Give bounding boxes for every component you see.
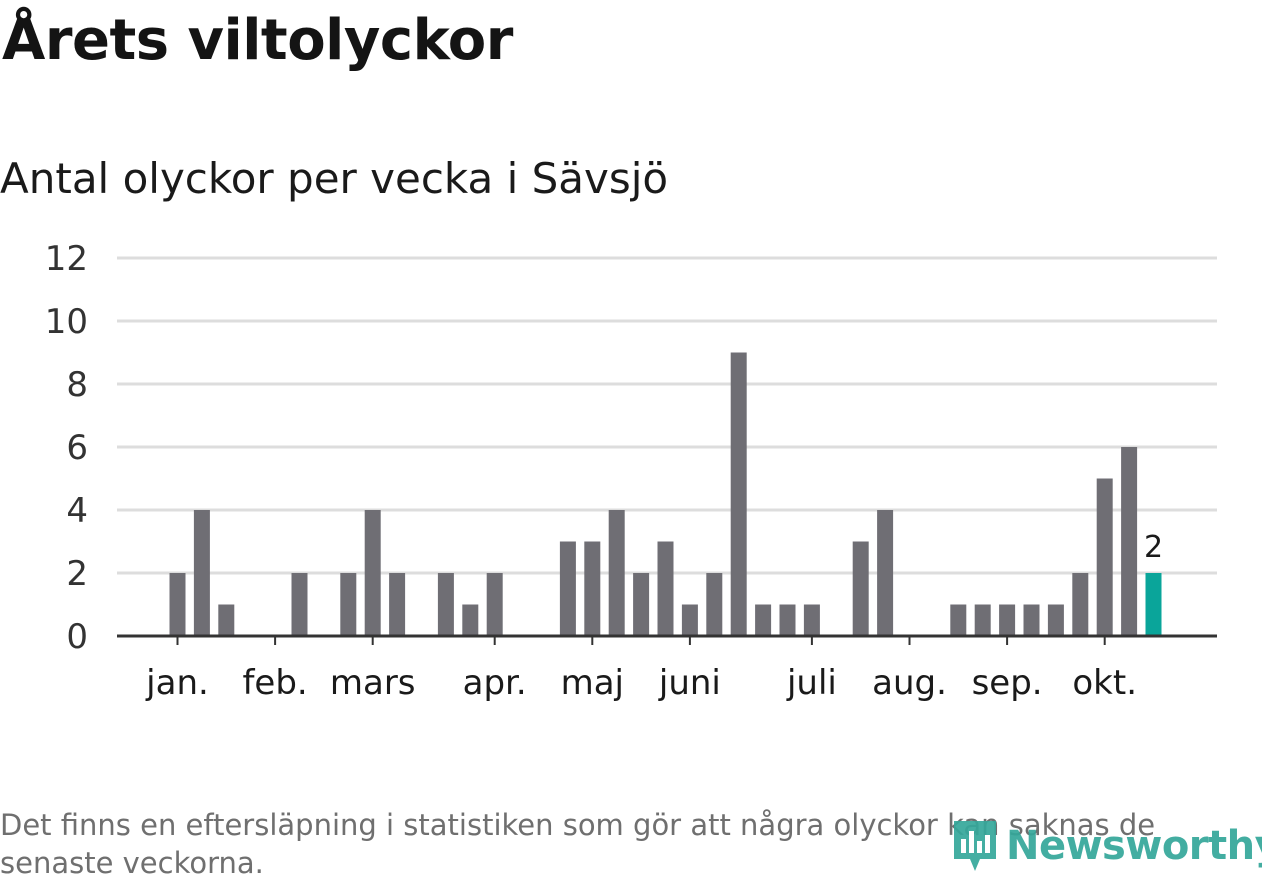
x-tick-label: apr.	[463, 663, 527, 703]
bar	[706, 573, 723, 636]
y-tick-label: 8	[66, 365, 88, 405]
bar	[193, 510, 210, 636]
bar	[218, 604, 235, 636]
bar-highlight	[1145, 573, 1162, 636]
y-tick-label: 4	[66, 491, 88, 531]
bar	[852, 541, 869, 636]
x-tick-label: jan.	[145, 663, 209, 703]
bar	[389, 573, 406, 636]
bar	[1072, 573, 1089, 636]
y-tick-label: 2	[66, 554, 88, 594]
x-tick-label: okt.	[1072, 663, 1137, 703]
bar	[1121, 447, 1138, 636]
bar	[1023, 604, 1040, 636]
newsworthy-logo-icon	[954, 821, 996, 871]
bar	[584, 541, 601, 636]
x-tick-label: juni	[658, 663, 721, 703]
y-tick-label: 0	[66, 617, 88, 657]
y-tick-label: 10	[45, 302, 88, 342]
bar	[1096, 478, 1113, 636]
x-tick-label: feb.	[242, 663, 307, 703]
brand-name: Newsworthy	[1006, 823, 1262, 869]
bar	[291, 573, 308, 636]
bar	[755, 604, 772, 636]
bar	[1047, 604, 1064, 636]
data-label: 2	[1144, 530, 1163, 565]
bar	[681, 604, 698, 636]
bar	[730, 352, 747, 636]
x-tick-label: sep.	[972, 663, 1043, 703]
bar	[999, 604, 1016, 636]
bar	[462, 604, 479, 636]
bar	[559, 541, 576, 636]
bar	[364, 510, 381, 636]
y-tick-label: 12	[45, 239, 88, 279]
bar	[779, 604, 796, 636]
bar	[803, 604, 820, 636]
x-tick-label: mars	[330, 663, 416, 703]
bar	[633, 573, 650, 636]
bar-chart: 0 2 4 6 8 10 12 2 jan. feb. mars apr. maj juni juli aug…	[45, 239, 1217, 703]
chart-subtitle: Antal olyckor per vecka i Sävsjö	[0, 154, 669, 203]
bar	[877, 510, 894, 636]
bar	[974, 604, 991, 636]
bar	[657, 541, 674, 636]
bar	[169, 573, 186, 636]
bar	[950, 604, 967, 636]
bar	[608, 510, 625, 636]
bar	[486, 573, 503, 636]
brand-logo: Newsworthy	[950, 818, 1262, 874]
bar	[340, 573, 357, 636]
x-tick-label: juli	[786, 663, 837, 703]
y-tick-label: 6	[66, 428, 88, 468]
chart-title: Årets viltolyckor	[2, 8, 513, 73]
x-tick-label: maj	[561, 663, 624, 703]
x-tick-label: aug.	[872, 663, 947, 703]
bar	[437, 573, 454, 636]
